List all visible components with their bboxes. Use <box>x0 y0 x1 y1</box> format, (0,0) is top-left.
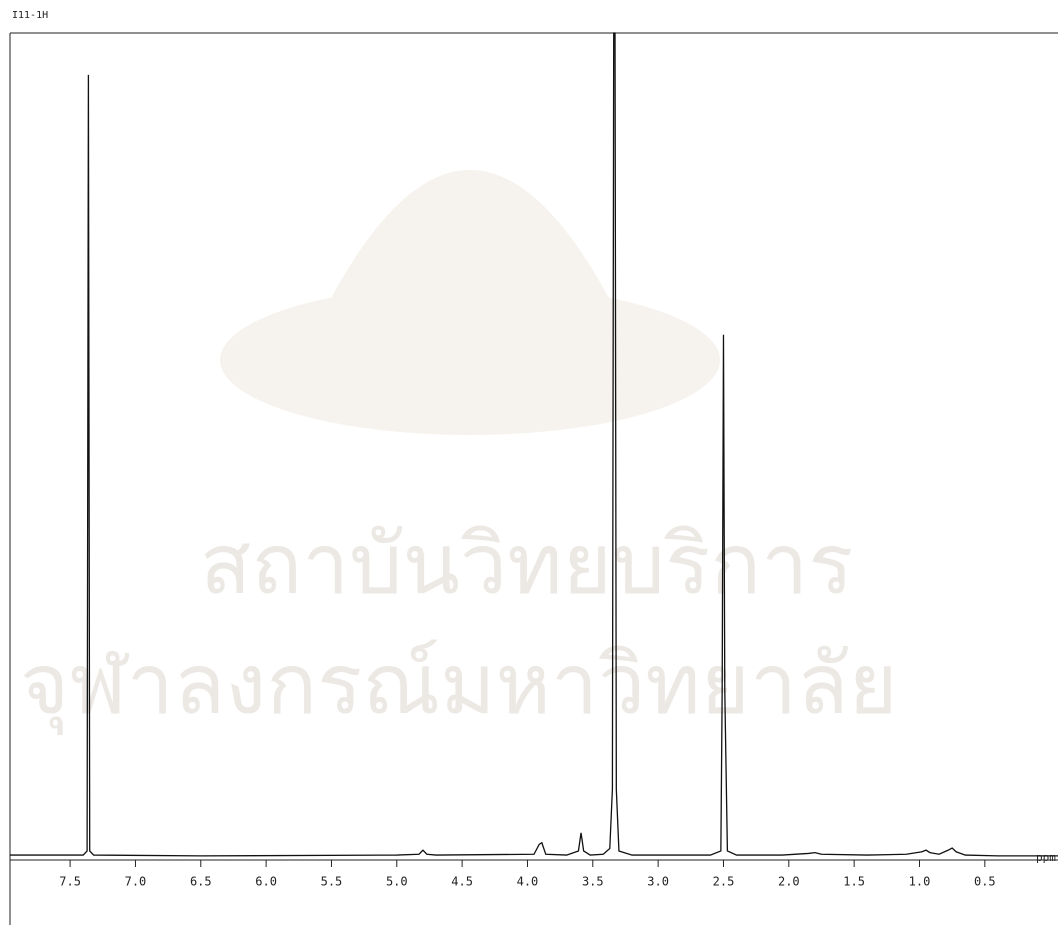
x-tick-label: 5.0 <box>386 875 408 889</box>
chart: สถาบันวิทยบริการ จุฬาลงกรณ์มหาวิทยาลัย I… <box>0 0 1058 925</box>
x-tick-label: 7.0 <box>125 875 147 889</box>
x-tick-label: 4.0 <box>517 875 539 889</box>
watermark-text: จุฬาลงกรณ์มหาวิทยาลัย <box>20 635 898 736</box>
x-tick-label: 3.5 <box>582 875 604 889</box>
x-tick-label: 6.0 <box>255 875 277 889</box>
x-tick-label: 5.5 <box>321 875 343 889</box>
x-tick-label: 4.5 <box>451 875 473 889</box>
x-tick-label: 3.0 <box>647 875 669 889</box>
x-tick-label: 6.5 <box>190 875 212 889</box>
x-tick-label: 2.0 <box>778 875 800 889</box>
x-tick-label: 7.5 <box>59 875 81 889</box>
watermark-text: สถาบันวิทยบริการ <box>200 515 853 613</box>
chart-title: I11-1H <box>12 10 48 21</box>
x-axis-label: ppm <box>1036 851 1056 864</box>
x-tick-label: 0.5 <box>974 875 996 889</box>
x-tick-label: 2.5 <box>713 875 735 889</box>
x-tick-label: 1.0 <box>909 875 931 889</box>
x-tick-label: 1.5 <box>843 875 865 889</box>
watermark-emblem <box>220 285 720 435</box>
watermark-emblem <box>330 170 610 300</box>
